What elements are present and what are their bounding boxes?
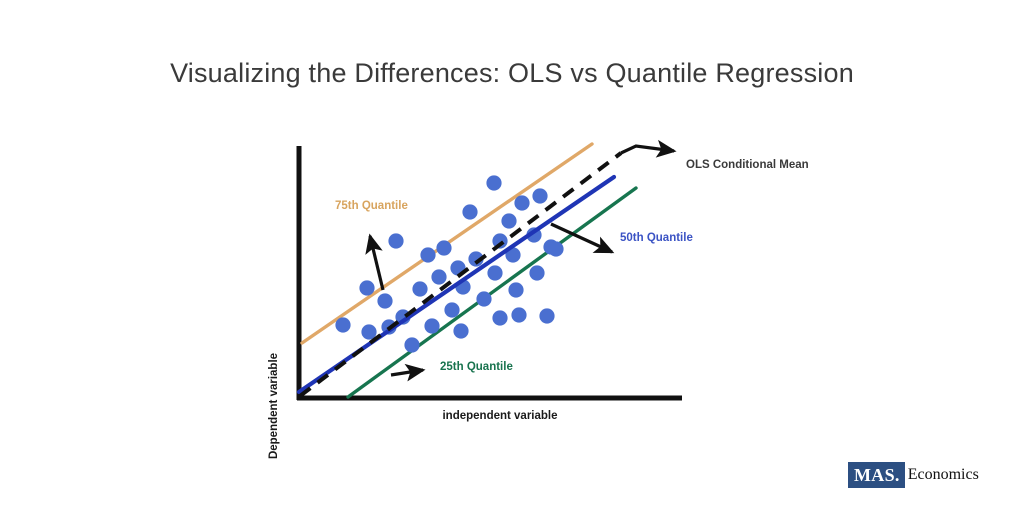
data-point xyxy=(548,241,564,257)
brand-logo-word: Economics xyxy=(907,466,979,483)
data-point xyxy=(501,213,517,229)
line-50th-quantile xyxy=(296,174,617,395)
data-point xyxy=(487,265,503,281)
x-axis-label: independent variable xyxy=(442,410,558,422)
data-point xyxy=(444,302,460,318)
scatter-points xyxy=(335,175,564,353)
arrow-to-50th-quantile xyxy=(550,222,615,254)
arrow-to-75th-quantile xyxy=(365,233,385,291)
data-point xyxy=(514,195,530,211)
data-point xyxy=(424,318,440,334)
data-point xyxy=(505,247,521,263)
label-75th-quantile: 75th Quantile xyxy=(335,200,408,212)
data-point xyxy=(436,240,452,256)
y-axis-label-wrap: Dependent variable xyxy=(208,200,348,459)
brand-logo-mark: MAS. xyxy=(848,462,905,488)
data-point xyxy=(468,251,484,267)
data-point xyxy=(359,280,375,296)
data-point xyxy=(412,281,428,297)
page-title: Visualizing the Differences: OLS vs Quan… xyxy=(170,58,854,88)
data-point xyxy=(532,188,548,204)
data-point xyxy=(486,175,502,191)
line-ols-conditional-mean xyxy=(298,151,623,398)
data-point xyxy=(539,308,555,324)
arrow-to-ols-mean xyxy=(620,139,677,158)
data-point xyxy=(361,324,377,340)
data-point xyxy=(529,265,545,281)
data-point xyxy=(476,291,492,307)
label-ols-conditional-mean: OLS Conditional Mean xyxy=(686,159,809,171)
label-50th-quantile: 50th Quantile xyxy=(620,232,693,244)
data-point xyxy=(420,247,436,263)
data-point xyxy=(492,233,508,249)
data-point xyxy=(404,337,420,353)
data-point xyxy=(377,293,393,309)
line-25th-quantile xyxy=(346,186,638,399)
y-axis-label: Dependent variable xyxy=(268,352,280,460)
data-point xyxy=(508,282,524,298)
arrow-to-25th-quantile xyxy=(390,363,426,382)
data-point xyxy=(462,204,478,220)
data-point xyxy=(388,233,404,249)
data-point xyxy=(492,310,508,326)
data-point xyxy=(431,269,447,285)
label-25th-quantile: 25th Quantile xyxy=(440,361,513,373)
data-point xyxy=(511,307,527,323)
data-point xyxy=(335,317,351,333)
brand-logo: MAS. Economics xyxy=(848,462,979,488)
axis-lines xyxy=(296,146,682,401)
data-point xyxy=(453,323,469,339)
